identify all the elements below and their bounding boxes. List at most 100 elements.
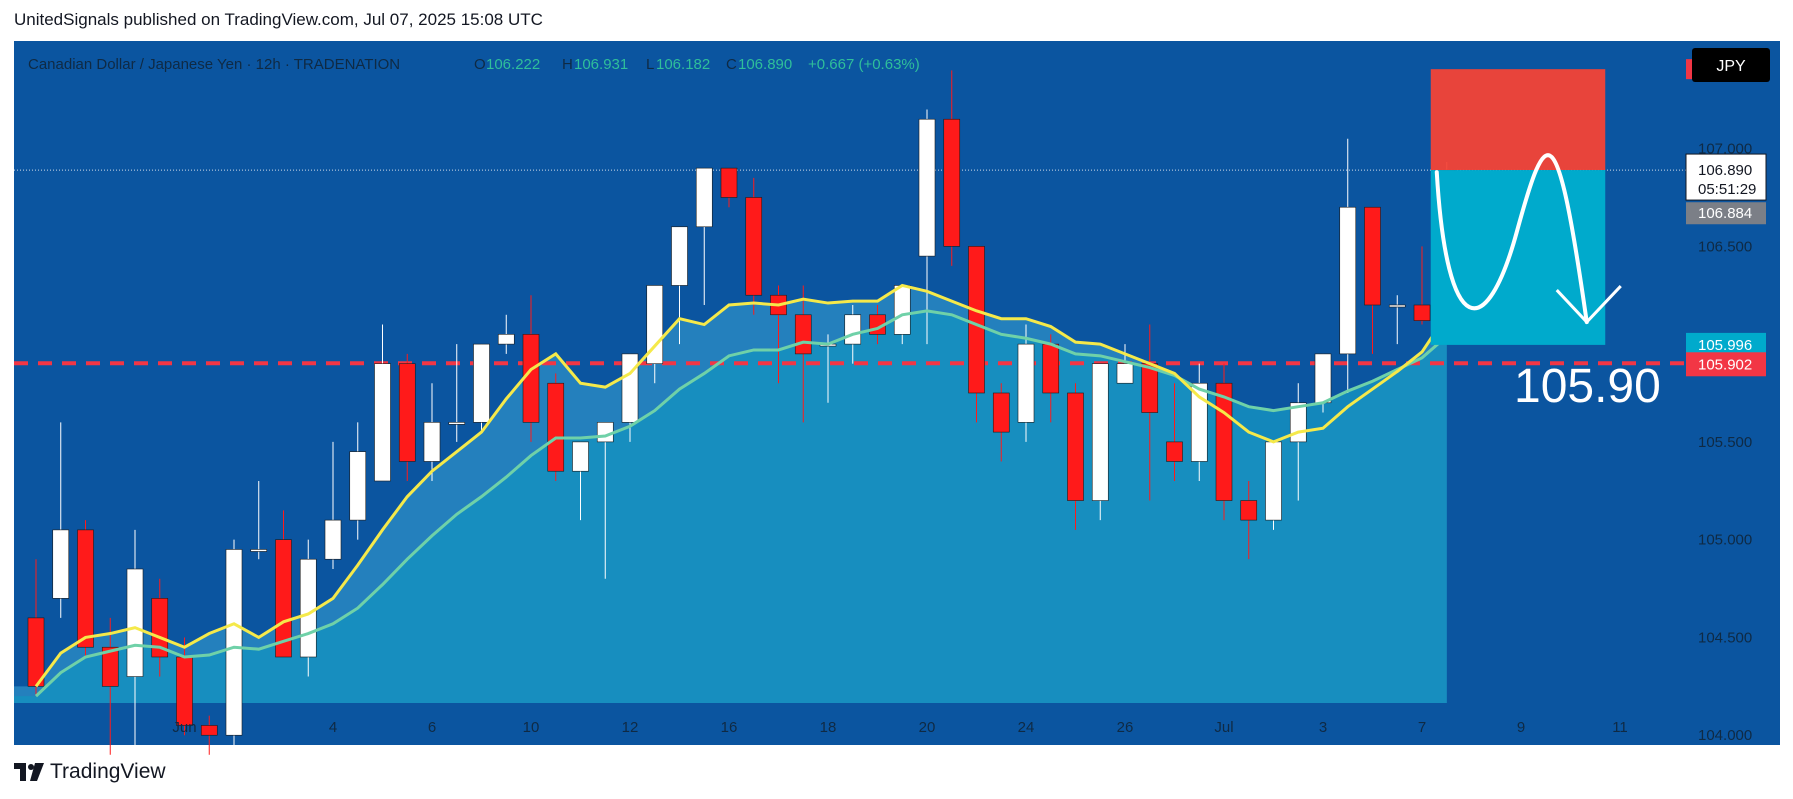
- time-tick: Jun: [172, 719, 196, 736]
- candle-body: [1314, 353, 1332, 404]
- candle-body: [1141, 363, 1159, 413]
- candle-body: [473, 343, 490, 423]
- close-value: 106.890: [738, 56, 792, 73]
- candle-body: [126, 568, 144, 677]
- entry-price-tag: 105.996: [1698, 337, 1752, 354]
- candle-body: [596, 422, 614, 443]
- candle-body: [794, 314, 812, 355]
- stop-loss-zone: [1430, 69, 1606, 171]
- published-caption: UnitedSignals published on TradingView.c…: [14, 10, 543, 29]
- price-tick: 106.500: [1698, 238, 1752, 255]
- ema-lines: [34, 283, 1448, 698]
- candle-body: [1190, 382, 1208, 462]
- candle-body: [1215, 382, 1233, 501]
- ema-area-layer: [14, 285, 1447, 703]
- time-tick: 3: [1319, 719, 1327, 736]
- target-price-tag: 105.902: [1698, 356, 1752, 373]
- time-tick: 9: [1517, 719, 1525, 736]
- candle-body: [423, 422, 441, 462]
- target-annotation: 105.90: [1514, 360, 1661, 413]
- candle-body: [621, 353, 639, 423]
- candle-body: [1413, 304, 1431, 321]
- candle-body: [176, 656, 193, 726]
- prev-close-tag: 106.884: [1698, 205, 1752, 222]
- time-tick: 7: [1418, 719, 1426, 736]
- candle-body: [1388, 304, 1406, 308]
- take-profit-zone: [1430, 170, 1606, 345]
- candle-body: [671, 226, 688, 286]
- ema-fast-line: [34, 283, 1448, 688]
- candle-body: [1067, 392, 1084, 501]
- current-price-tag-bg: [1685, 153, 1767, 201]
- brand-name: TradingView: [50, 760, 166, 783]
- close-label: C: [726, 56, 737, 73]
- prev-close-tag-bg: [1686, 202, 1766, 225]
- candle-body: [646, 285, 664, 364]
- candle-body: [918, 118, 936, 257]
- candle-body: [992, 392, 1010, 433]
- candle-body: [52, 529, 70, 599]
- candle-body: [275, 539, 292, 658]
- price-tick: 107.000: [1698, 141, 1752, 158]
- candle-body: [1339, 206, 1357, 355]
- candle-body: [1240, 500, 1258, 521]
- low-label: L: [646, 56, 654, 73]
- symbol-title: Canadian Dollar / Japanese Yen · 12h · T…: [28, 56, 400, 73]
- projection-curve: [1434, 153, 1589, 325]
- ema-slow-line: [34, 309, 1448, 698]
- candle-body: [1116, 363, 1134, 384]
- candle-body: [1265, 441, 1282, 521]
- time-tick: 26: [1117, 719, 1134, 736]
- time-axis: Jun 4 6 10 12 16 18 20 24 26 Jul 3 7 9 11: [172, 719, 1627, 736]
- candle-body: [1091, 363, 1109, 501]
- candles: [27, 70, 1456, 755]
- candle-body: [844, 314, 862, 345]
- candle-body: [1364, 206, 1381, 306]
- candle-body: [497, 334, 515, 345]
- candle-body: [572, 441, 589, 472]
- candle-body: [200, 725, 218, 736]
- ema-slow-area: [14, 310, 1447, 703]
- candle-body: [324, 519, 342, 560]
- currency-button[interactable]: JPY: [1692, 48, 1770, 82]
- candle-body: [77, 529, 94, 648]
- down-arrow-icon: [1555, 285, 1622, 325]
- tradingview-brand[interactable]: TradingView: [14, 760, 166, 784]
- time-tick: 18: [820, 719, 837, 736]
- currency-button-label: JPY: [1716, 58, 1746, 75]
- candle-body: [299, 558, 317, 658]
- time-tick: 16: [721, 719, 738, 736]
- change-value: +0.667 (+0.63%): [808, 56, 920, 73]
- candle-body: [349, 451, 367, 521]
- candle-body: [101, 646, 119, 687]
- candle-body: [1042, 343, 1060, 394]
- bar-countdown: 05:51:29: [1698, 181, 1756, 198]
- candle-body: [374, 363, 391, 482]
- candle-body: [1166, 441, 1183, 462]
- candle-body: [968, 246, 985, 394]
- candle-body: [943, 118, 961, 247]
- time-tick: 6: [428, 719, 436, 736]
- time-tick: 10: [523, 719, 540, 736]
- candle-body: [448, 422, 466, 425]
- open-label: O: [474, 56, 486, 73]
- time-tick: 24: [1018, 719, 1035, 736]
- time-tick: 4: [329, 719, 337, 736]
- time-tick: Jul: [1214, 719, 1233, 736]
- candle-body: [225, 549, 243, 736]
- candle-body: [547, 382, 565, 472]
- time-tick: 11: [1612, 719, 1628, 736]
- short-position-tool[interactable]: [1430, 69, 1622, 345]
- candle-body: [398, 363, 416, 462]
- candle-body: [720, 167, 738, 198]
- candle-body: [1017, 343, 1035, 423]
- high-value: 106.931: [574, 56, 628, 73]
- price-tick: 105.500: [1698, 434, 1752, 451]
- price-tick: 104.000: [1698, 727, 1752, 744]
- tradingview-logo-icon: [14, 763, 44, 781]
- candle-body: [151, 598, 169, 658]
- candle-body: [745, 197, 763, 296]
- current-price-tag: 106.890: [1698, 162, 1752, 179]
- target-price-tag-bg: [1686, 352, 1766, 377]
